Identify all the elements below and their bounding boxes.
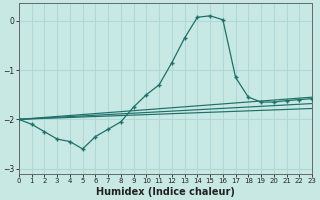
X-axis label: Humidex (Indice chaleur): Humidex (Indice chaleur): [96, 187, 235, 197]
